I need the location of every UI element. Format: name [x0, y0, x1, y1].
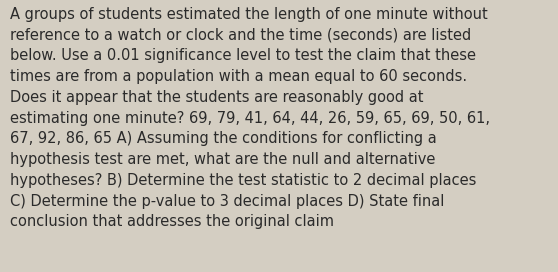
Text: A groups of students estimated the length of one minute without
reference to a w: A groups of students estimated the lengt… [10, 7, 490, 229]
